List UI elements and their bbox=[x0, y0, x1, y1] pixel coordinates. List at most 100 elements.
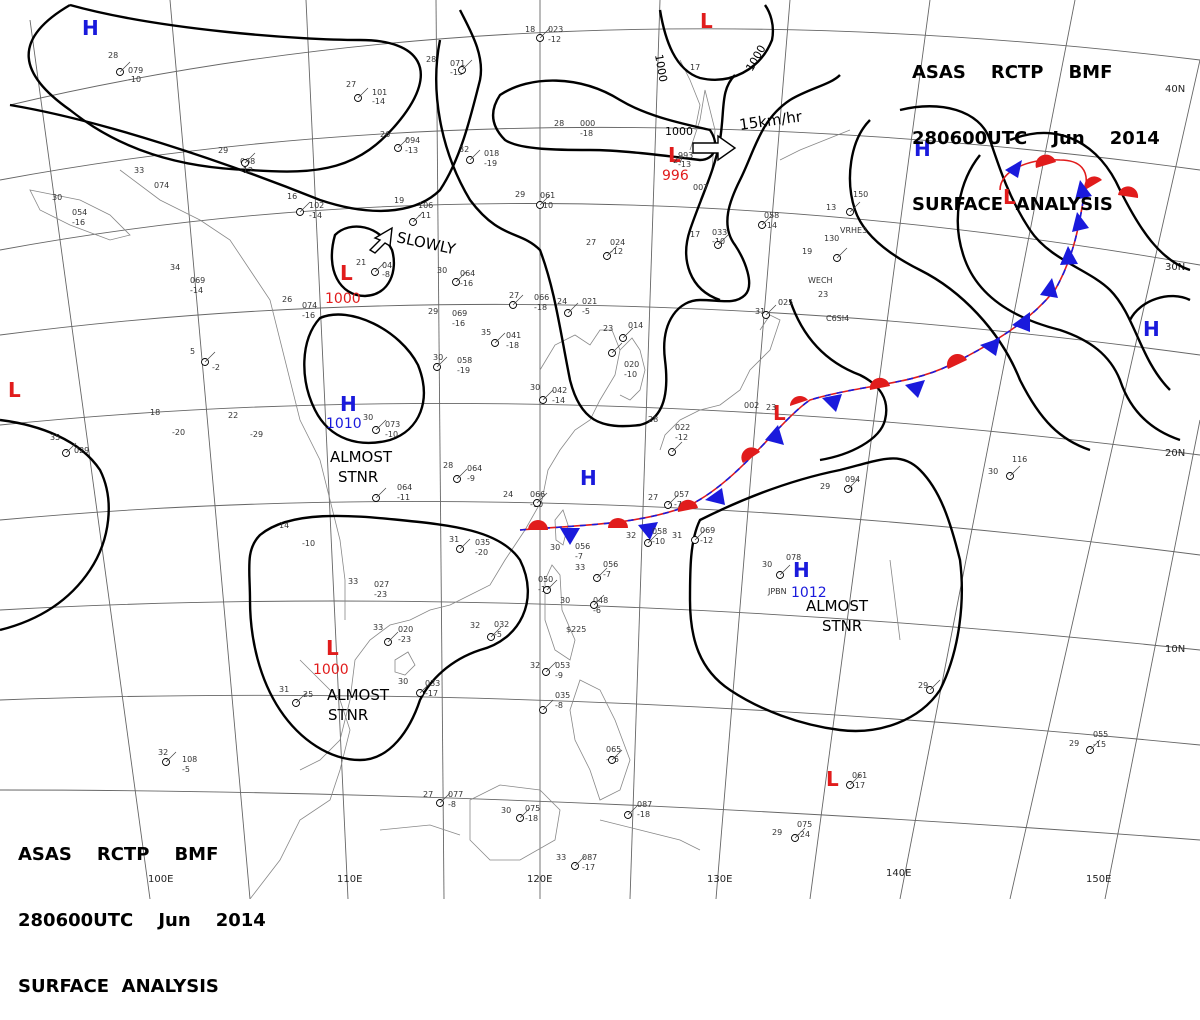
station-observation-value: -8 bbox=[382, 270, 390, 279]
parallel-10n bbox=[0, 600, 1200, 651]
warm-front-symbol bbox=[869, 377, 890, 390]
station-observation-value: 025 bbox=[778, 298, 793, 307]
high-center-east: H bbox=[1143, 317, 1160, 341]
wind-barb-icon bbox=[519, 807, 531, 819]
station-observation-value: 29 bbox=[1069, 739, 1079, 748]
station-observation-value: -14 bbox=[372, 97, 385, 106]
station-observation-value: 30 bbox=[988, 467, 998, 476]
wind-barb-icon bbox=[761, 214, 773, 226]
station-observation-value: 27 bbox=[673, 156, 683, 165]
station-observation-value: 056 bbox=[575, 542, 590, 551]
cold-front-symbol bbox=[705, 488, 725, 505]
station-observation-value: 27 bbox=[423, 790, 433, 799]
stnr-east-label-1: ALMOST bbox=[806, 597, 869, 615]
station-observation-value: 069 bbox=[700, 526, 715, 535]
station-observation-value: -14 bbox=[552, 396, 565, 405]
station-observation-value: 5 bbox=[190, 347, 195, 356]
parallel-15n bbox=[0, 501, 1200, 556]
station-observation-value: 057 bbox=[674, 490, 689, 499]
slowly-arrow-icon bbox=[368, 226, 393, 254]
station-observation-value: $225 bbox=[566, 625, 586, 634]
station-observation-value: 078 bbox=[786, 553, 801, 562]
parallel-20n bbox=[0, 402, 1200, 456]
wind-barb-icon bbox=[165, 751, 177, 763]
wind-barb-icon bbox=[375, 419, 387, 431]
station-observation-value: 020 bbox=[624, 360, 639, 369]
isobars bbox=[0, 3, 1191, 762]
station-observation-value: -12 bbox=[675, 433, 688, 442]
station-observation-value: 050 bbox=[538, 575, 553, 584]
station-observation-value: JPBN bbox=[767, 587, 787, 596]
isobar-far-west bbox=[0, 418, 110, 632]
coast-luzon bbox=[544, 564, 576, 661]
station-observation-value: 30 bbox=[52, 193, 62, 202]
station-observation-value: -7 bbox=[575, 552, 583, 561]
station-observation-value: -16 bbox=[460, 279, 473, 288]
high-center-philippine-sea: H bbox=[793, 558, 810, 582]
station-observation-value: -12 bbox=[240, 166, 253, 175]
wind-barb-icon bbox=[542, 389, 554, 401]
station-observation-value: 024 bbox=[610, 238, 625, 247]
wind-barb-icon bbox=[439, 792, 451, 804]
station-observation-value: 30 bbox=[501, 806, 511, 815]
wind-barb-icon bbox=[717, 234, 729, 246]
parallel-40n bbox=[9, 28, 1200, 106]
wind-barb-icon bbox=[412, 211, 424, 223]
station-observation-value: 032 bbox=[494, 620, 509, 629]
station-observation-value: 32 bbox=[626, 531, 636, 540]
station-observation-value: -13 bbox=[405, 146, 418, 155]
wind-barb-icon bbox=[794, 827, 806, 839]
weather-map: 100E 110E 120E 130E 140E 150E 10N 20N 30… bbox=[0, 0, 1200, 997]
station-observation-value: 022 bbox=[675, 423, 690, 432]
station-observation-value: -5 bbox=[494, 630, 502, 639]
movement-slowly-label: SLOWLY bbox=[395, 228, 458, 258]
wind-barb-icon bbox=[567, 302, 579, 314]
station-observation-value: 23 bbox=[766, 403, 776, 412]
station-observation-value: 21 bbox=[356, 258, 366, 267]
stnr-north-label-2: STNR bbox=[338, 468, 378, 486]
isobar-southeast bbox=[688, 457, 963, 733]
station-observation-value: 19 bbox=[394, 196, 404, 205]
station-observation-value: -10 bbox=[302, 539, 315, 548]
station-observation-value: -13 bbox=[678, 160, 691, 169]
station-observation-value: 14 bbox=[279, 521, 289, 530]
station-observation-value: 014 bbox=[628, 321, 643, 330]
station-observation-value: 002 bbox=[744, 401, 759, 410]
station-observation-value: 30 bbox=[560, 596, 570, 605]
station-observation-value: 27 bbox=[346, 80, 356, 89]
label-20n: 20N bbox=[1165, 448, 1185, 459]
wind-barb-icon bbox=[387, 631, 399, 643]
warm-front-symbol bbox=[1084, 176, 1102, 190]
station-observation-value: 28 bbox=[554, 119, 564, 128]
high-center-northwest: H bbox=[82, 16, 99, 40]
label-130e: 130E bbox=[707, 874, 732, 885]
coast-hainan bbox=[394, 651, 416, 676]
station-observation-value: -8 bbox=[555, 701, 563, 710]
station-observation-value: -16 bbox=[452, 319, 465, 328]
cold-front-symbol bbox=[822, 394, 842, 412]
wind-barb-icon bbox=[593, 594, 605, 606]
station-observation-value: 033 bbox=[712, 228, 727, 237]
station-observation-value: 061 bbox=[540, 191, 555, 200]
meridian-125e bbox=[629, 0, 661, 900]
station-observation-value: 064 bbox=[460, 269, 475, 278]
station-observation-value: 079 bbox=[128, 66, 143, 75]
coast-mariana bbox=[889, 559, 901, 641]
station-observation-value: 033 bbox=[425, 679, 440, 688]
grid-labels: 100E 110E 120E 130E 140E 150E 10N 20N 30… bbox=[148, 84, 1185, 885]
station-observation-value: -16 bbox=[72, 218, 85, 227]
wind-barb-icon bbox=[849, 201, 861, 213]
coast-korea bbox=[619, 337, 646, 401]
wind-barb-icon bbox=[694, 529, 706, 541]
low-center-west-edge: L bbox=[8, 378, 21, 402]
wind-barb-icon bbox=[765, 304, 777, 316]
stnr-south-label-2: STNR bbox=[328, 706, 368, 724]
warm-front-symbol bbox=[608, 518, 628, 528]
isobar-low-small bbox=[330, 225, 396, 298]
station-observation-value: -19 bbox=[484, 159, 497, 168]
station-observation-value: 069 bbox=[452, 309, 467, 318]
wind-barb-icon bbox=[647, 532, 659, 544]
stnr-east-label-2: STNR bbox=[822, 617, 862, 635]
wind-barb-icon bbox=[836, 247, 848, 259]
station-observation-value: 29 bbox=[820, 482, 830, 491]
